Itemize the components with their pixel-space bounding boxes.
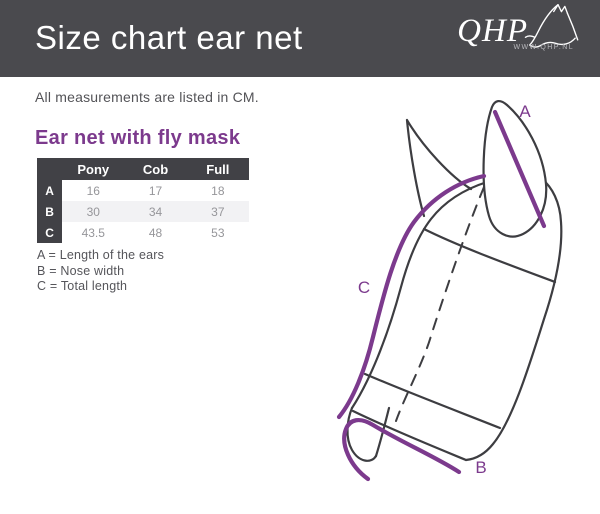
center-dashed-line	[395, 186, 485, 422]
row-label-a: A	[37, 180, 63, 201]
table-row: B 30 34 37	[37, 201, 249, 222]
fly-mask-diagram: A C B	[335, 90, 595, 510]
intro-text: All measurements are listed in CM.	[35, 89, 259, 105]
mask-outline-right	[464, 177, 563, 462]
table-corner-cell	[37, 158, 63, 180]
diagram-label-b: B	[475, 458, 486, 477]
qhp-url: WWW.QHP.NL	[513, 44, 574, 51]
column-header-cob: Cob	[124, 158, 187, 180]
cell-a-cob: 17	[124, 180, 187, 201]
nose-tip	[346, 406, 378, 462]
cell-a-pony: 16	[62, 180, 125, 201]
size-table: Pony Cob Full A 16 17 18 B 30 34 37 C 43…	[37, 158, 249, 243]
row-label-c: C	[37, 222, 63, 243]
legend-item-c: C = Total length	[37, 279, 128, 293]
section-title: Ear net with fly mask	[35, 127, 241, 149]
column-header-full: Full	[186, 158, 249, 180]
muzzle-seam	[363, 372, 502, 430]
column-header-pony: Pony	[62, 158, 125, 180]
left-ear	[405, 118, 473, 218]
band-edge	[351, 409, 468, 462]
right-ear	[482, 100, 548, 238]
diagram-label-c: C	[358, 278, 370, 297]
qhp-logo: QHP WWW.QHP.NL	[450, 4, 580, 51]
legend-item-a: A = Length of the ears	[37, 248, 165, 262]
mask-outline-left	[350, 180, 489, 410]
legend-item-b: B = Nose width	[37, 263, 125, 278]
cell-c-pony: 43.5	[62, 222, 125, 243]
horse-head-icon	[524, 4, 579, 48]
diagram-label-a: A	[519, 102, 531, 121]
qhp-logo-text: QHP	[457, 12, 528, 49]
brow-seam	[422, 227, 557, 284]
page-title: Size chart ear net	[35, 18, 303, 56]
cell-b-full: 37	[186, 201, 249, 222]
measure-c-line	[336, 173, 487, 420]
cell-c-cob: 48	[124, 222, 187, 243]
table-row: C 43.5 48 53	[37, 222, 249, 243]
cell-c-full: 53	[186, 222, 249, 243]
measurement-legend: A = Length of the ears B = Nose width C …	[37, 248, 164, 295]
cell-b-pony: 30	[62, 201, 125, 222]
table-header-row: Pony Cob Full	[37, 158, 249, 180]
cell-b-cob: 34	[124, 201, 187, 222]
header-bar: Size chart ear net QHP WWW.QHP.NL	[0, 0, 600, 77]
table-row: A 16 17 18	[37, 180, 249, 201]
row-label-b: B	[37, 201, 63, 222]
measure-b-line	[342, 418, 462, 482]
measure-a-line	[492, 109, 547, 229]
cell-a-full: 18	[186, 180, 249, 201]
